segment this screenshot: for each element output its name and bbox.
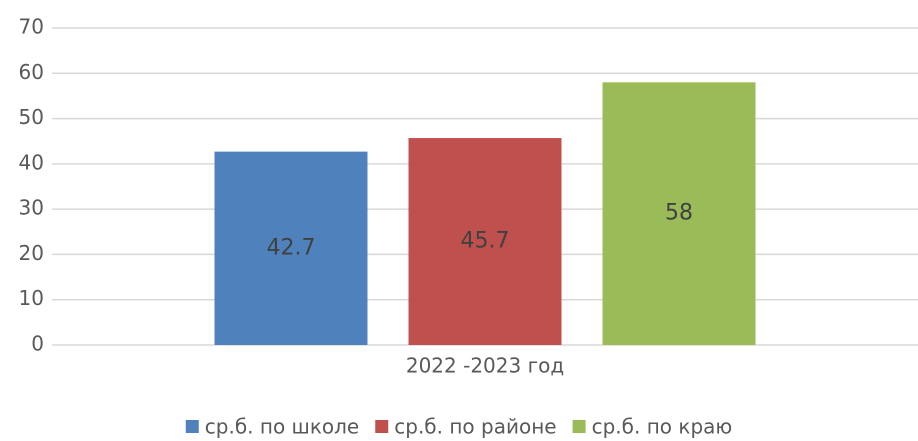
bar [602,82,756,345]
y-tick-label: 0 [31,332,44,356]
bar [408,138,562,345]
y-tick-label: 30 [19,196,44,220]
legend-swatch [375,420,389,433]
legend-swatch [185,420,199,433]
bar [214,151,368,345]
y-tick-label: 60 [19,60,44,84]
y-tick-label: 40 [19,150,44,174]
y-tick-label: 20 [19,241,44,265]
legend-label: ср.б. по районе [394,415,556,439]
y-tick-label: 70 [19,15,44,39]
legend-label: ср.б. по краю [592,415,733,439]
legend-swatch [572,420,586,433]
legend-label: ср.б. по школе [205,415,359,439]
data-label: 42.7 [267,235,316,260]
data-label: 58 [665,201,693,226]
x-tick-label: 2022 -2023 год [406,354,564,378]
y-tick-label: 50 [19,105,44,129]
y-tick-label: 10 [19,286,44,310]
data-label: 45.7 [461,229,510,254]
